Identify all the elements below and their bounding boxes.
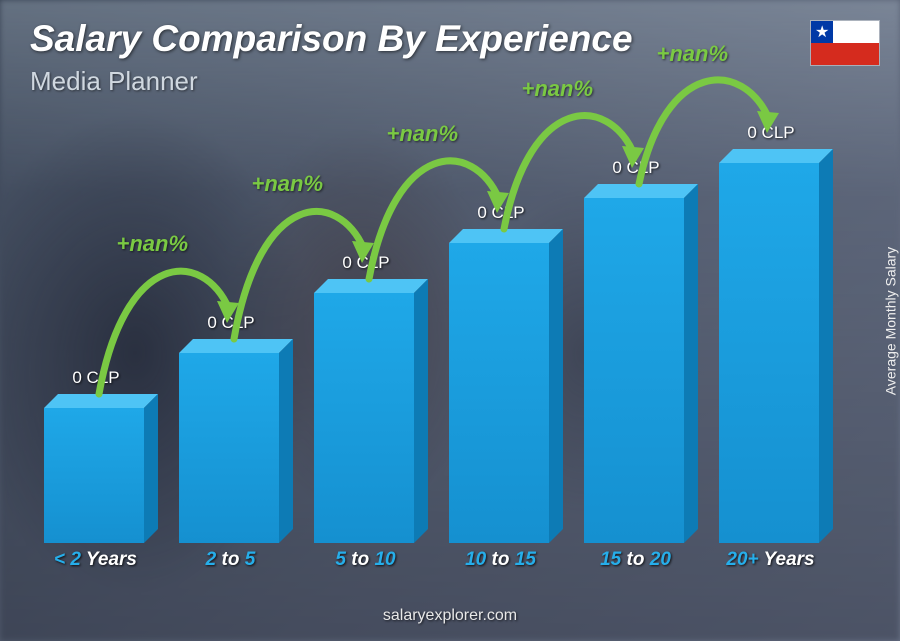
bar-chart: 0 CLP< 2 Years0 CLP2 to 50 CLP5 to 100 C… (36, 91, 848, 571)
growth-arrow-icon (36, 91, 848, 571)
percent-change-label: +nan% (657, 41, 729, 67)
infographic-container: Salary Comparison By Experience Media Pl… (0, 0, 900, 641)
country-flag-chile: ★ (810, 20, 880, 66)
y-axis-label: Average Monthly Salary (882, 321, 898, 469)
flag-star-icon: ★ (815, 22, 829, 42)
footer-attribution: salaryexplorer.com (0, 607, 900, 625)
chart-title: Salary Comparison By Experience (30, 18, 633, 60)
